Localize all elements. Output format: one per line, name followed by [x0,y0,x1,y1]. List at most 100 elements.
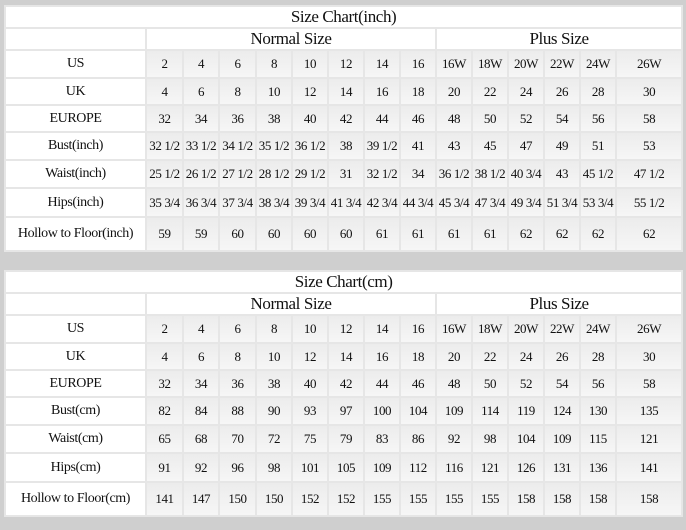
table-cell: 55 1/2 [614,187,684,218]
table-row: EUROPE 32 34 36 38 40 42 44 46 48 50 52 54 56 58 [4,104,684,133]
table-cell: 43 [435,131,473,161]
table-cell: 8 [218,77,257,106]
table-cell: 62 [507,216,545,252]
table-cell: 92 [182,452,220,483]
empty-header-cell [4,292,147,316]
table-cell: 4 [182,314,220,344]
table-cell: 158 [614,481,684,517]
table-cell: 60 [255,216,293,252]
table-cell: 14 [363,49,401,79]
table-cell: 46 [399,369,437,398]
table-cell: 54 [543,369,581,398]
table-cell: 26 1/2 [182,159,220,189]
table-cell: 88 [218,396,257,426]
table-cell: 84 [182,396,220,426]
table-row: Hollow to Floor(inch) 59 59 60 60 60 60 61 61 61 6… [4,216,684,252]
table-cell: 8 [255,314,293,344]
table-cell: 100 [363,396,401,426]
size-chart-inch: Size Chart(inch) Normal Size Plus Size US 2 4… [3,5,684,252]
table-cell: 109 [435,396,473,426]
table-cell: 38 [255,369,293,398]
table-cell: 34 [182,104,220,133]
table-cell: 136 [579,452,617,483]
table-cell: 6 [218,314,257,344]
table-cell: 30 [614,77,684,106]
table-cell: 150 [218,481,257,517]
table-cell: 72 [255,424,293,454]
table-row: Hips(inch) 35 3/4 36 3/4 37 3/4 38 3/4 39 3/4… [4,187,684,218]
table-cell: 50 [471,104,509,133]
table-cell: 28 1/2 [255,159,293,189]
table-cell: 53 [614,131,684,161]
table-cell: 46 [399,104,437,133]
row-label: Hips(cm) [4,452,147,483]
table-cell: 26 [543,342,581,371]
table-cell: 4 [145,77,184,106]
table-row: Waist(inch) 25 1/2 26 1/2 27 1/2 28 1/2 29 1/… [4,159,684,189]
table-cell: 152 [291,481,329,517]
size-chart-cm: Size Chart(cm) Normal Size Plus Size US 2 4 6 8… [3,270,684,517]
table-cell: 16W [435,314,473,344]
table-cell: 62 [543,216,581,252]
table-cell: 62 [614,216,684,252]
table-cell: 33 1/2 [182,131,220,161]
table-cell: 16 [363,342,401,371]
table-cell: 31 [327,159,365,189]
table-cell: 61 [363,216,401,252]
table-cell: 36 1/2 [291,131,329,161]
table-cell: 50 [471,369,509,398]
table-cell: 158 [507,481,545,517]
table-cell: 91 [145,452,184,483]
table-cell: 44 3/4 [399,187,437,218]
chart-title: Size Chart(inch) [3,5,684,29]
table-cell: 141 [614,452,684,483]
table-cell: 22W [543,314,581,344]
table-cell: 104 [507,424,545,454]
table-cell: 60 [327,216,365,252]
table-cell: 59 [145,216,184,252]
table-cell: 155 [399,481,437,517]
table-cell: 39 1/2 [363,131,401,161]
table-cell: 93 [291,396,329,426]
row-label: US [4,49,147,79]
table-cell: 24 [507,77,545,106]
table-cell: 36 [218,104,257,133]
table-cell: 47 1/2 [614,159,684,189]
table-cell: 2 [145,314,184,344]
table-row: US 2 4 6 8 10 12 14 16 16W 18W 20W 22W 24W 26W [4,314,684,344]
table-cell: 152 [327,481,365,517]
table-cell: 116 [435,452,473,483]
table-cell: 22 [471,342,509,371]
group-header-normal: Normal Size [145,27,437,51]
table-cell: 34 [182,369,220,398]
table-cell: 38 [327,131,365,161]
table-cell: 10 [255,77,293,106]
table-cell: 131 [543,452,581,483]
table-cell: 90 [255,396,293,426]
table-cell: 36 [218,369,257,398]
table-cell: 30 [614,342,684,371]
row-label: UK [4,342,147,371]
size-table: Size Chart(inch) Normal Size Plus Size US 2 4… [3,5,684,252]
table-cell: 70 [218,424,257,454]
table-cell: 155 [471,481,509,517]
table-cell: 130 [579,396,617,426]
table-cell: 26W [614,49,684,79]
table-row: US 2 4 6 8 10 12 14 16 16W 18W 20W 22W 24W 26W [4,49,684,79]
table-cell: 42 [327,104,365,133]
table-cell: 109 [363,452,401,483]
table-cell: 119 [507,396,545,426]
table-cell: 4 [145,342,184,371]
table-cell: 98 [255,452,293,483]
table-cell: 28 [579,342,617,371]
table-cell: 28 [579,77,617,106]
group-header-normal: Normal Size [145,292,437,316]
table-cell: 155 [435,481,473,517]
table-cell: 97 [327,396,365,426]
table-cell: 18W [471,314,509,344]
table-cell: 155 [363,481,401,517]
table-cell: 48 [435,104,473,133]
table-cell: 8 [218,342,257,371]
table-cell: 58 [614,369,684,398]
table-cell: 26W [614,314,684,344]
